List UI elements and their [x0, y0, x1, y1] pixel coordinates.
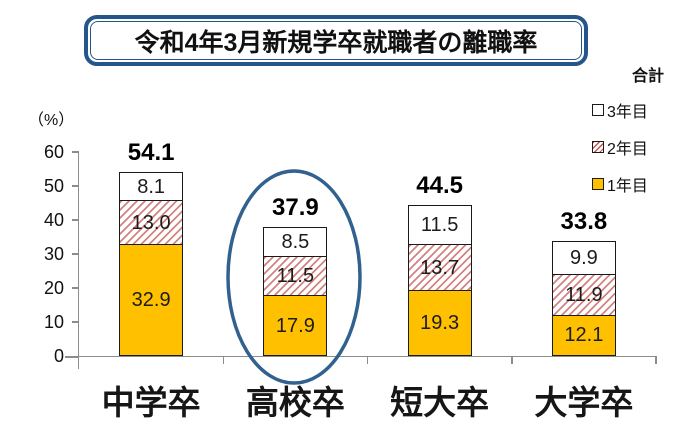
segment-value-label: 11.9: [565, 284, 603, 307]
x-axis-tick-mark: [222, 356, 224, 364]
segment-value-label: 17.9: [275, 314, 315, 337]
segment-value-label: 32.9: [131, 289, 171, 312]
legend-item-year3: 3年目: [592, 101, 648, 121]
segment-value-label: 8.5: [281, 231, 310, 254]
bar-segment-3年目: 11.5: [407, 204, 472, 244]
y-axis-tick-mark: [72, 219, 79, 221]
x-axis-tick-mark: [366, 356, 369, 364]
y-axis-tick-label: 40: [43, 210, 64, 230]
bar-segment-3年目: 8.1: [119, 172, 184, 200]
x-axis-tick-mark: [655, 356, 657, 364]
bar-3: 12.1 11.9 9.9: [551, 240, 616, 356]
x-axis-category-label: 高校卒: [245, 384, 345, 421]
legend-item-label: 3年目: [607, 104, 648, 121]
bar-segment-3年目: 9.9: [551, 240, 616, 275]
year2-swatch-icon: [592, 141, 604, 153]
bar-segment-3年目: 8.5: [263, 227, 328, 257]
x-axis-tick-mark: [511, 356, 513, 364]
bar-segment-2年目: 11.9: [551, 274, 616, 315]
y-axis-unit-label: （%）: [28, 112, 75, 129]
chart-title: 令和4年3月新規学卒就職者の離職率: [90, 21, 582, 60]
bar-segment-1年目: 19.3: [407, 290, 472, 356]
y-axis-tick-label: 20: [43, 278, 64, 298]
legend-item-label: 2年目: [607, 141, 648, 158]
bar-segment-1年目: 17.9: [263, 295, 328, 356]
segment-value-label: 11.5: [276, 265, 315, 288]
segment-value-label: 13.7: [420, 256, 460, 279]
y-axis-tick-mark: [72, 185, 79, 187]
year1-swatch-icon: [592, 178, 604, 190]
y-axis-tick-mark: [72, 151, 79, 153]
x-axis-category-label: 短大卒: [390, 384, 490, 421]
total-value-label: 44.5: [416, 171, 463, 199]
segment-value-label: 11.5: [420, 213, 459, 236]
bar-2: 19.3 13.7 11.5: [407, 204, 472, 356]
segment-value-label: 19.3: [420, 312, 460, 335]
legend-total-label: 合計: [631, 68, 664, 85]
year3-swatch-icon: [592, 104, 604, 116]
total-value-label: 37.9: [272, 194, 319, 222]
y-axis-tick-mark: [72, 321, 79, 323]
legend-item-year1: 1年目: [592, 175, 648, 195]
x-axis-category-label: 大学卒: [534, 384, 634, 421]
bar-segment-2年目: 13.0: [119, 199, 184, 245]
segment-value-label: 8.1: [137, 175, 166, 198]
total-value-label: 33.8: [560, 207, 608, 235]
plot-area: 32.9 13.0 8.1 54.1 中学卒 17.9 11.5 8.5 37.9 高校卒 19.3…: [65, 139, 657, 421]
chart-title-box: 令和4年3月新規学卒就職者の離職率: [84, 15, 588, 66]
bar-segment-1年目: 32.9: [119, 244, 184, 356]
y-axis-tick-label: 10: [43, 312, 64, 332]
bar-segment-2年目: 13.7: [407, 243, 472, 291]
segment-value-label: 9.9: [569, 247, 598, 270]
y-axis-tick-mark: [72, 253, 79, 255]
y-axis-tick-label: 50: [43, 176, 64, 196]
y-axis-tick-label: 0: [53, 346, 64, 366]
segment-value-label: 12.1: [564, 324, 604, 347]
bar-0: 32.9 13.0 8.1: [119, 172, 184, 356]
bar-1: 17.9 11.5 8.5: [263, 227, 328, 356]
legend-item-year2: 2年目: [592, 138, 648, 158]
y-axis-tick-label: 30: [43, 244, 64, 264]
total-value-label: 54.1: [127, 139, 175, 167]
y-axis-tick-mark: [72, 287, 79, 289]
bar-segment-2年目: 11.5: [263, 256, 328, 296]
legend-item-label: 1年目: [607, 178, 648, 195]
x-axis-category-label: 中学卒: [101, 384, 201, 421]
bar-segment-1年目: 12.1: [551, 314, 616, 356]
segment-value-label: 13.0: [131, 211, 171, 234]
y-axis-tick-label: 60: [43, 142, 64, 162]
